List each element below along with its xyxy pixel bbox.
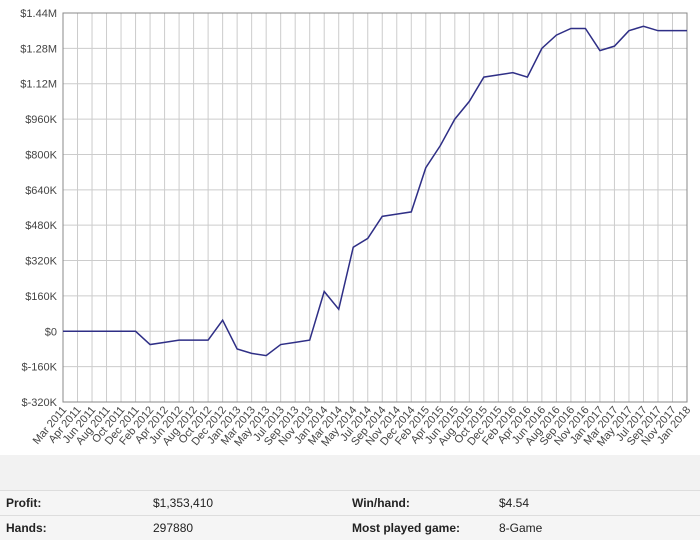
y-tick-label: $960K: [25, 114, 57, 126]
chart: $-320K $-160K $0 $160K $320K $480K $640K $800K $…: [0, 0, 700, 490]
y-tick-label: $-160K: [22, 362, 58, 374]
spacer: [0, 455, 700, 490]
line-series: [63, 25, 687, 357]
stats-value: $1,353,410: [153, 496, 214, 510]
plot-frame: [62, 12, 688, 403]
stats-label: Win/hand:: [352, 496, 410, 510]
stats-value: 8-Game: [499, 521, 543, 535]
chart-bg: [0, 0, 700, 455]
y-tick-label: $1.44M: [20, 8, 57, 20]
stats-table: Profit: $1,353,410 Win/hand: $4.54 Hands: 297…: [0, 490, 700, 540]
y-tick-label: $800K: [25, 149, 57, 161]
y-tick-label: $640K: [25, 185, 57, 197]
y-tick-label: $480K: [25, 220, 57, 232]
stats-label: Hands:: [6, 521, 47, 535]
stats-value: 297880: [153, 521, 194, 535]
stats-row: Profit: $1,353,410 Win/hand: $4.54: [0, 490, 700, 515]
y-tick-label: $0: [45, 326, 57, 338]
y-tick-label: $160K: [25, 291, 57, 303]
stats-label: Most played game:: [352, 521, 461, 535]
y-tick-label: $1.12M: [20, 79, 57, 91]
stats-row: Hands: 297880 Most played game: 8-Game: [0, 515, 700, 540]
y-tick-label: $320K: [25, 256, 57, 268]
y-tick-label: $-320K: [22, 397, 58, 409]
y-tick-label: $1.28M: [20, 43, 57, 55]
stats-label: Profit:: [6, 496, 42, 510]
stats-value: $4.54: [499, 496, 530, 510]
